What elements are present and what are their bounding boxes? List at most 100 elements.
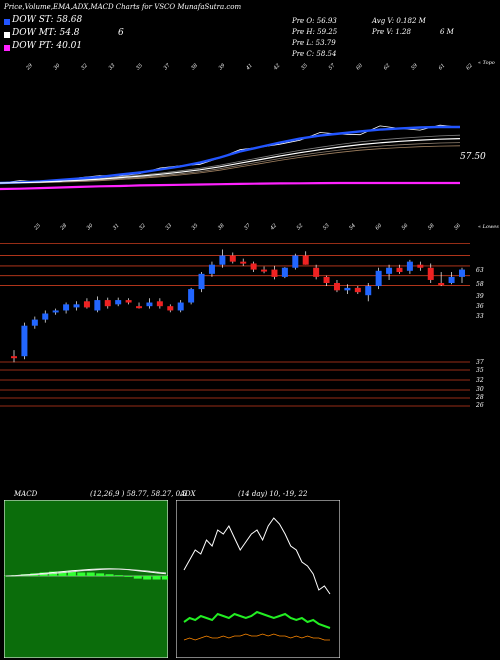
candle-body	[125, 300, 132, 303]
candle-date-label: 32	[138, 223, 147, 232]
macd-background	[4, 500, 168, 658]
candle-body	[31, 319, 38, 326]
ema-date-label: 61	[438, 63, 447, 72]
candle-date-label: 37	[243, 222, 252, 231]
chart-title: Price,Volume,EMA,ADX,MACD Charts for VSC…	[4, 3, 242, 11]
ema-date-label: 60	[355, 62, 364, 71]
ema-date-label: 62	[465, 63, 474, 72]
candle-date-label: 52	[296, 223, 305, 232]
macd-histogram-bar	[162, 576, 168, 580]
candle-body	[406, 261, 413, 271]
price-axis-label: 33	[476, 313, 484, 320]
candle-body	[42, 313, 49, 320]
candle-body	[104, 300, 111, 307]
candle-body	[198, 273, 205, 290]
candle-body	[250, 263, 257, 270]
price-axis-label: 26	[475, 402, 484, 409]
candle-body	[344, 287, 351, 291]
dow-pt-swatch	[4, 45, 10, 51]
macd-label: MACD	[14, 490, 38, 498]
candle-body	[219, 255, 226, 265]
adx-plus-di-line	[183, 610, 331, 629]
candle-date-label: 31	[112, 223, 121, 232]
candle-body	[386, 267, 393, 274]
ema-chart: 29 30 32 33 35 37 38 39 41 42 35 57 60 62 59 61 62	[0, 62, 474, 191]
candle-body	[354, 287, 361, 293]
macd-line	[5, 568, 167, 577]
candle-body	[240, 261, 247, 264]
adx-line	[183, 517, 331, 595]
avg-volume: Avg V: 0.182 M	[372, 17, 426, 25]
candle-body	[156, 301, 163, 307]
macd-histogram-bar	[86, 572, 95, 576]
candle-date-label: 38	[217, 223, 226, 232]
macd-histogram-bar	[58, 571, 67, 576]
macd-params: (12,26,9 ) 58.77, 58.27, 0.5	[90, 490, 187, 498]
macd-histogram-bar	[152, 576, 161, 580]
candle-body	[146, 302, 153, 307]
candle-date-label: 33	[164, 223, 173, 232]
price-axis-label: 36	[476, 303, 484, 310]
ema-date-label: 42	[272, 63, 281, 72]
ema-date-label: 35	[300, 63, 309, 72]
candle-body	[313, 267, 320, 277]
candle-body	[167, 306, 174, 311]
price-axis-label: 63	[476, 267, 484, 274]
candle-body	[375, 270, 382, 287]
macd-histogram-bar	[143, 576, 152, 580]
ema-band-line	[0, 142, 461, 184]
prev-high: Pre H: 59.25	[292, 28, 338, 36]
price-axis-label: 37	[476, 359, 484, 366]
candle-body	[323, 276, 330, 283]
candle-body	[177, 302, 184, 311]
adx-background	[176, 500, 340, 658]
ema-date-label: 41	[244, 63, 253, 72]
candle-date-label: 56	[401, 222, 410, 231]
dow-st-label: DOW ST: 58.68	[12, 15, 83, 25]
price-axis-label: 58	[476, 281, 484, 288]
price-axis-label: 30	[476, 386, 484, 393]
candle-date-label: 42	[269, 223, 278, 232]
ema-date-label: 35	[135, 63, 144, 72]
candle-body	[448, 276, 455, 283]
candle-body	[396, 267, 403, 273]
candle-body	[417, 264, 424, 268]
candle-date-label: 35	[191, 223, 200, 232]
candle-body	[21, 325, 28, 357]
candle-body	[459, 269, 465, 277]
adx-chart	[176, 500, 340, 658]
price-axis-label: 39	[476, 293, 484, 300]
price-axis-label: 28	[475, 394, 484, 401]
candle-body	[427, 267, 434, 280]
candle-date-label: 53	[322, 223, 331, 232]
adx-minus-di-line	[183, 633, 330, 641]
ema-date-label: 57	[328, 62, 337, 71]
candle-body	[281, 267, 288, 277]
candle-body	[438, 283, 445, 285]
macd-histogram-bar	[105, 574, 114, 576]
candle-body	[11, 356, 17, 359]
dow-mt-swatch	[4, 32, 10, 38]
candle-date-label: 28	[59, 223, 68, 232]
prev-volume-unit: 6 M	[440, 28, 454, 36]
macd-histogram-bar	[96, 573, 105, 576]
ema-date-label: 29	[24, 62, 34, 72]
candle-body	[136, 306, 143, 309]
adx-params: (14 day) 10, -19, 22	[238, 490, 308, 498]
candle-date-label: 54	[348, 223, 357, 232]
prev-volume: Pre V: 1.28	[372, 28, 411, 36]
candle-body	[73, 304, 80, 308]
ema-last-value: 57.50	[460, 152, 486, 162]
candle-date-label: 25	[32, 223, 41, 232]
ema-series-dow-pt	[0, 181, 460, 191]
ema-band-line	[0, 145, 461, 184]
price-axis-label: 32	[476, 377, 484, 384]
candle-body	[271, 269, 278, 277]
candle-date-label: 30	[86, 222, 95, 231]
ema-series-dow-mt	[0, 138, 461, 184]
macd-histogram-bar	[77, 572, 86, 576]
candle-body	[302, 255, 309, 265]
adx-label: ADX	[180, 490, 196, 498]
candle-corner-label: « Lowes	[478, 224, 499, 230]
candlestick-chart: 25 28 30 31 32 33 35 38 37 42 52 53 54 60 56 58 56635839…	[0, 222, 484, 409]
